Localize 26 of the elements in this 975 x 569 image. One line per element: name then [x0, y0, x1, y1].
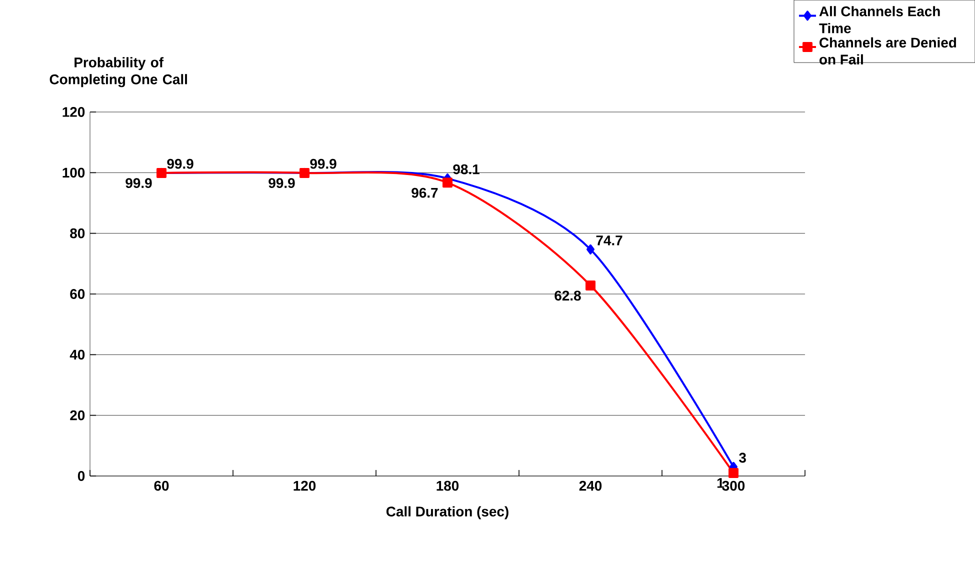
x-tick-label: 300	[722, 480, 745, 491]
legend-label: Channels are Denied on Fail	[820, 37, 956, 65]
data-label: 99.9	[310, 158, 336, 169]
y-tick-label: 0	[78, 471, 85, 481]
data-label: 99.9	[167, 158, 194, 169]
data-label: 3	[739, 452, 746, 463]
data-label: 1	[717, 478, 724, 488]
x-axis-title: Call Duration (sec)	[386, 506, 508, 520]
data-label: 98.1	[453, 164, 480, 174]
x-tick-label: 240	[579, 480, 602, 491]
y-axis-title: Probability of Completing One Call	[50, 57, 187, 88]
x-tick-label: 180	[436, 480, 459, 491]
y-tick-label: 120	[62, 107, 85, 117]
y-tick-label: 40	[70, 350, 85, 360]
data-label: 62.8	[554, 290, 581, 301]
legend-label: All Channels Each Time	[819, 6, 940, 34]
y-tick-label: 80	[70, 228, 85, 238]
data-label: 99.9	[126, 178, 152, 188]
y-tick-label: 100	[62, 168, 85, 178]
x-tick-label: 60	[154, 480, 169, 491]
data-label: 74.7	[596, 236, 622, 246]
x-tick-label: 120	[294, 480, 316, 491]
y-tick-label: 60	[70, 289, 85, 299]
y-tick-label: 20	[70, 410, 85, 420]
data-label: 99.9	[268, 178, 295, 188]
data-label: 96.7	[412, 188, 438, 198]
